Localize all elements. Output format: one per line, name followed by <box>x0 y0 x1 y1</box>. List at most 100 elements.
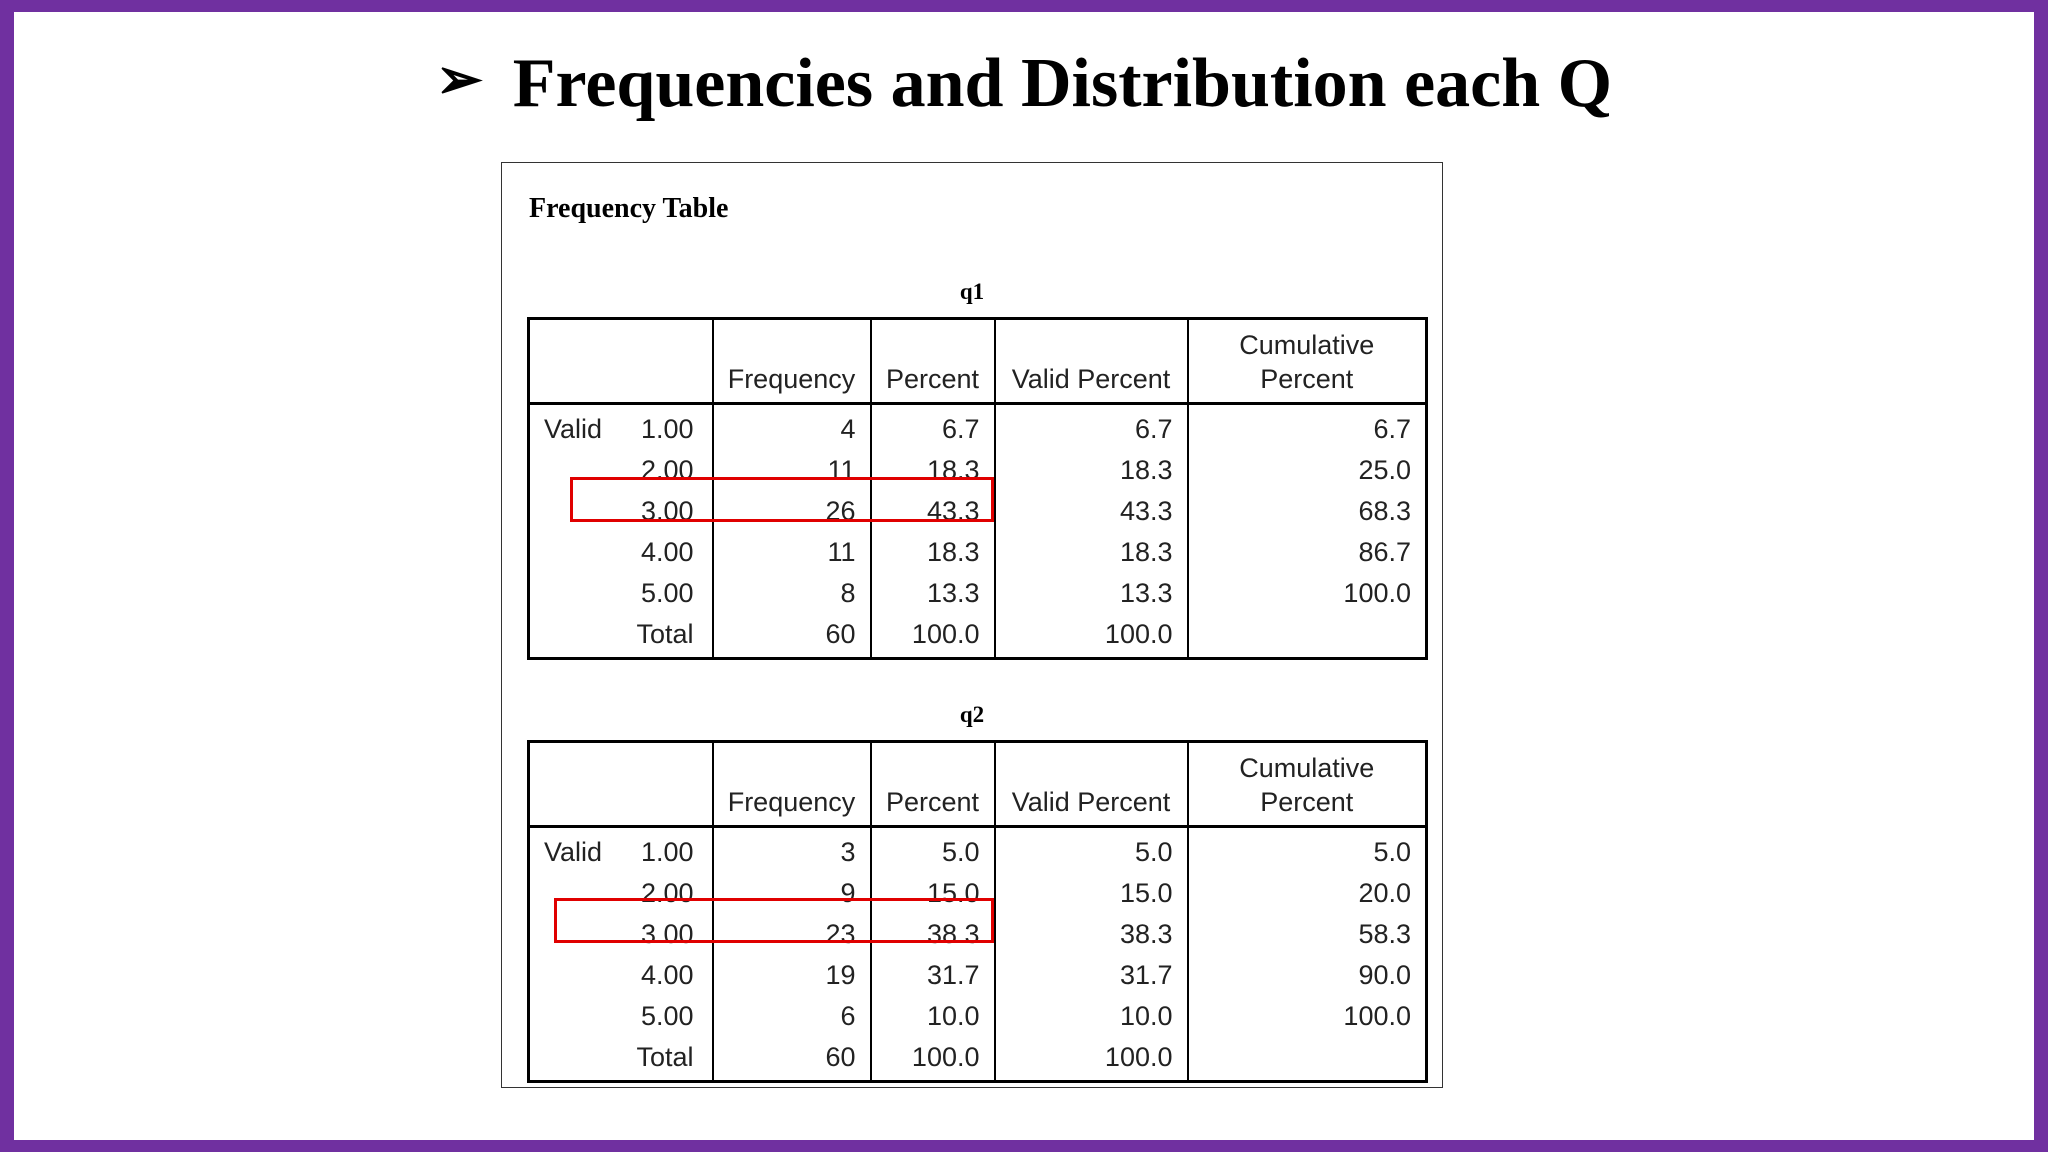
percent-cell: 18.3 <box>869 450 995 491</box>
percent-cell: 18.3 <box>869 532 995 573</box>
frequency-cell: 60 <box>711 1037 871 1082</box>
percent-cell: 15.0 <box>869 873 995 914</box>
header-valid-percent: Valid Percent <box>993 741 1188 828</box>
table-row: Total 60 100.0 100.0 <box>529 1037 1427 1082</box>
slide-title: ➢ Frequencies and Distribution each Q <box>0 40 2048 124</box>
header-valid-percent: Valid Percent <box>993 318 1188 405</box>
cumulative-percent-cell: 86.7 <box>1186 532 1427 573</box>
cumulative-percent-cell <box>1186 614 1427 659</box>
table-caption-q2: q2 <box>959 702 985 727</box>
frequency-cell: 11 <box>711 532 871 573</box>
arrow-bullet-icon: ➢ <box>435 49 483 111</box>
group-label-cell <box>529 450 621 491</box>
table-row: Valid 1.00 3 5.0 5.0 5.0 <box>529 826 1427 873</box>
group-label-cell: Valid <box>544 837 603 867</box>
group-label-cell <box>529 491 621 532</box>
valid-percent-cell: 38.3 <box>993 914 1188 955</box>
cumulative-percent-cell <box>1186 1037 1427 1082</box>
valid-percent-cell: 6.7 <box>993 403 1188 450</box>
valid-percent-cell: 43.3 <box>993 491 1188 532</box>
cumulative-percent-cell: 90.0 <box>1186 955 1427 996</box>
percent-cell: 100.0 <box>869 614 995 659</box>
header-frequency: Frequency <box>711 318 871 405</box>
row-label-cell: 4.00 <box>640 537 694 567</box>
frequency-cell: 19 <box>711 955 871 996</box>
valid-percent-cell: 18.3 <box>993 532 1188 573</box>
cumulative-percent-cell: 20.0 <box>1186 873 1427 914</box>
cumulative-percent-cell: 25.0 <box>1186 450 1427 491</box>
valid-percent-cell: 15.0 <box>993 873 1188 914</box>
cumulative-percent-cell: 100.0 <box>1186 996 1427 1037</box>
row-label-cell: Total <box>636 619 694 649</box>
row-label-cell: 3.00 <box>640 496 694 526</box>
frequency-cell: 9 <box>711 873 871 914</box>
row-label-cell: 3.00 <box>640 919 694 949</box>
frequency-cell: 8 <box>711 573 871 614</box>
row-label-cell: Total <box>636 1042 694 1072</box>
frequency-cell: 11 <box>711 450 871 491</box>
table-header-row: Frequency Percent Valid Percent Cumulati… <box>528 318 1427 405</box>
frequency-cell: 3 <box>711 826 871 873</box>
valid-percent-cell: 18.3 <box>993 450 1188 491</box>
row-label-cell: 4.00 <box>640 960 694 990</box>
header-corner-cell <box>528 318 713 405</box>
frequency-cell: 6 <box>711 996 871 1037</box>
percent-cell: 6.7 <box>869 403 995 450</box>
table-row: 5.00 6 10.0 10.0 100.0 <box>529 996 1427 1037</box>
frequency-table-q1: Frequency Percent Valid Percent Cumulati… <box>527 317 1428 660</box>
table-row: 4.00 11 18.3 18.3 86.7 <box>529 532 1427 573</box>
cumulative-percent-cell: 58.3 <box>1186 914 1427 955</box>
valid-percent-cell: 13.3 <box>993 573 1188 614</box>
group-label-cell <box>529 1037 621 1082</box>
valid-percent-cell: 5.0 <box>993 826 1188 873</box>
percent-cell: 10.0 <box>869 996 995 1037</box>
table-row: 3.00 23 38.3 38.3 58.3 <box>529 914 1427 955</box>
row-label-cell: 2.00 <box>640 455 694 485</box>
row-label-cell: 5.00 <box>640 578 694 608</box>
valid-percent-cell: 31.7 <box>993 955 1188 996</box>
valid-percent-cell: 100.0 <box>993 1037 1188 1082</box>
valid-percent-cell: 10.0 <box>993 996 1188 1037</box>
header-frequency: Frequency <box>711 741 871 828</box>
cumulative-percent-cell: 100.0 <box>1186 573 1427 614</box>
frequency-table-q2: Frequency Percent Valid Percent Cumulati… <box>527 740 1428 1083</box>
valid-percent-cell: 100.0 <box>993 614 1188 659</box>
group-label-cell <box>529 996 621 1037</box>
table-body-q1: Valid 1.00 4 6.7 6.7 6.7 2.00 11 18.3 18.3 25.0 3.0… <box>529 403 1427 659</box>
group-label-cell: Valid <box>544 414 603 444</box>
row-label-cell: 5.00 <box>640 1001 694 1031</box>
table-row: Total 60 100.0 100.0 <box>529 614 1427 659</box>
header-cumulative-percent: Cumulative Percent <box>1186 318 1427 405</box>
table-row: 5.00 8 13.3 13.3 100.0 <box>529 573 1427 614</box>
group-label-cell <box>529 914 621 955</box>
group-label-cell <box>529 873 621 914</box>
panel-heading: Frequency Table <box>529 193 729 224</box>
percent-cell: 43.3 <box>869 491 995 532</box>
table-body-q2: Valid 1.00 3 5.0 5.0 5.0 2.00 9 15.0 15.0 20.0 3.00… <box>529 826 1427 1082</box>
table-row: 2.00 9 15.0 15.0 20.0 <box>529 873 1427 914</box>
percent-cell: 13.3 <box>869 573 995 614</box>
header-corner-cell <box>528 741 713 828</box>
frequency-table-panel: Frequency Table q1 Frequency Percent Val… <box>501 162 1443 1088</box>
percent-cell: 100.0 <box>869 1037 995 1082</box>
row-label-cell: 2.00 <box>640 878 694 908</box>
group-label-cell <box>529 955 621 996</box>
header-cumulative-percent: Cumulative Percent <box>1186 741 1427 828</box>
table-row: 2.00 11 18.3 18.3 25.0 <box>529 450 1427 491</box>
row-label-cell: 1.00 <box>640 837 694 867</box>
slide-title-text: Frequencies and Distribution each Q <box>512 45 1613 122</box>
frequency-cell: 26 <box>711 491 871 532</box>
table-row: Valid 1.00 4 6.7 6.7 6.7 <box>529 403 1427 450</box>
cumulative-percent-cell: 6.7 <box>1186 403 1427 450</box>
table-header-row: Frequency Percent Valid Percent Cumulati… <box>528 741 1427 828</box>
frequency-cell: 60 <box>711 614 871 659</box>
table-row: 3.00 26 43.3 43.3 68.3 <box>529 491 1427 532</box>
group-label-cell <box>529 532 621 573</box>
percent-cell: 31.7 <box>869 955 995 996</box>
header-percent: Percent <box>869 318 995 405</box>
group-label-cell <box>529 573 621 614</box>
percent-cell: 5.0 <box>869 826 995 873</box>
frequency-cell: 23 <box>711 914 871 955</box>
cumulative-percent-cell: 68.3 <box>1186 491 1427 532</box>
